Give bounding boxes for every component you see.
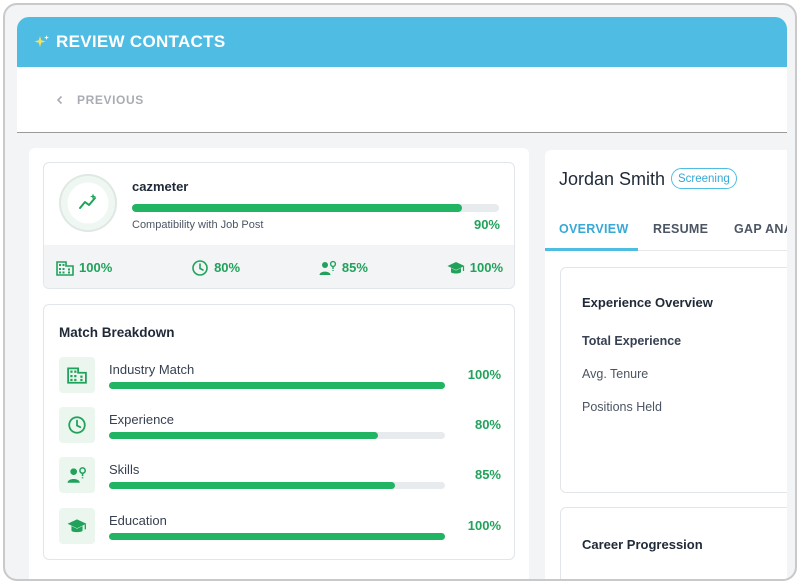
experience-icon-box [59,407,95,443]
avg-tenure-label: Avg. Tenure [582,367,649,381]
stat-industry: 100% [56,259,112,277]
breakdown-percent: 85% [474,467,501,482]
cazmeter-stats: 100% 80% 85% [44,245,514,288]
cazmeter-badge [59,174,117,232]
stat-industry-value: 100% [79,260,113,275]
skills-icon [67,467,87,483]
clock-icon [192,259,208,276]
breakdown-label: Industry Match [109,362,195,377]
candidate-tabs: OVERVIEW RESUME GAP ANA [545,214,787,251]
app-frame: REVIEW CONTACTS PREVIOUS cazmeter Compat… [3,3,797,581]
cazmeter-progress-fill [132,204,463,212]
cazmeter-percent: 90% [473,217,500,232]
stat-skills: 85% [319,259,368,277]
cazmeter-card: cazmeter Compatibility with Job Post 90%… [43,162,515,289]
breakdown-label: Skills [109,462,140,477]
breakdown-progress-fill [109,382,445,389]
tab-resume[interactable]: RESUME [653,222,709,236]
building-icon [67,367,87,384]
breakdown-row-education: Education 100% [59,508,501,546]
building-icon [56,260,74,276]
tab-gap-analysis[interactable]: GAP ANA [734,222,787,236]
stat-experience: 80% [191,259,240,277]
breakdown-row-skills: Skills 85% [59,457,501,495]
stat-skills-value: 85% [341,260,368,275]
breakdown-percent: 80% [474,417,501,432]
education-icon-box [59,508,95,544]
breakdown-progress-bar [109,432,445,439]
stat-education-value: 100% [469,260,503,275]
breakdown-label: Experience [109,412,175,427]
match-panel: cazmeter Compatibility with Job Post 90%… [29,148,529,579]
experience-overview-title: Experience Overview [582,295,713,310]
positions-held-label: Positions Held [582,400,662,414]
career-progression-card: Career Progression [560,507,787,579]
clock-icon [68,416,86,434]
active-tab-indicator [545,248,638,251]
skills-icon-box [59,457,95,493]
chevron-left-icon [56,95,63,104]
trend-sparkle-icon [79,193,96,209]
breakdown-progress-bar [109,533,445,540]
breakdown-row-experience: Experience 80% [59,407,501,445]
status-badge: Screening [671,168,737,189]
page-header: REVIEW CONTACTS [17,17,787,67]
cazmeter-subtitle: Compatibility with Job Post [132,219,264,231]
candidate-panel: Jordan Smith Screening OVERVIEW RESUME G… [545,150,787,579]
breakdown-percent: 100% [467,367,501,382]
cazmeter-title: cazmeter [132,179,189,194]
experience-overview-card: Experience Overview Total Experience Avg… [560,267,787,493]
breakdown-progress-fill [109,482,395,489]
match-breakdown-title: Match Breakdown [59,325,175,340]
breakdown-progress-bar [109,382,445,389]
sparkle-icon [34,35,49,47]
industry-icon-box [59,357,95,393]
breakdown-progress-fill [109,432,378,439]
candidate-name: Jordan Smith [559,169,666,189]
breakdown-progress-bar [109,482,445,489]
skills-icon [319,260,337,275]
stat-education: 100% [447,259,503,277]
previous-label: PREVIOUS [77,92,144,107]
breakdown-progress-fill [109,533,445,540]
page-title: REVIEW CONTACTS [56,32,226,51]
cazmeter-progress-bar [132,204,499,212]
match-breakdown-card: Match Breakdown Industry Match 100% [43,304,515,560]
breakdown-label: Education [109,513,167,528]
breakdown-percent: 100% [467,518,501,533]
tab-overview[interactable]: OVERVIEW [559,222,629,236]
graduation-cap-icon [67,519,87,533]
career-progression-title: Career Progression [582,537,703,552]
graduation-cap-icon [447,261,465,273]
previous-button[interactable]: PREVIOUS [55,93,144,107]
nav-bar: PREVIOUS [17,67,787,133]
breakdown-row-industry: Industry Match 100% [59,357,501,395]
stat-experience-value: 80% [214,260,241,275]
total-experience-label: Total Experience [582,334,682,348]
